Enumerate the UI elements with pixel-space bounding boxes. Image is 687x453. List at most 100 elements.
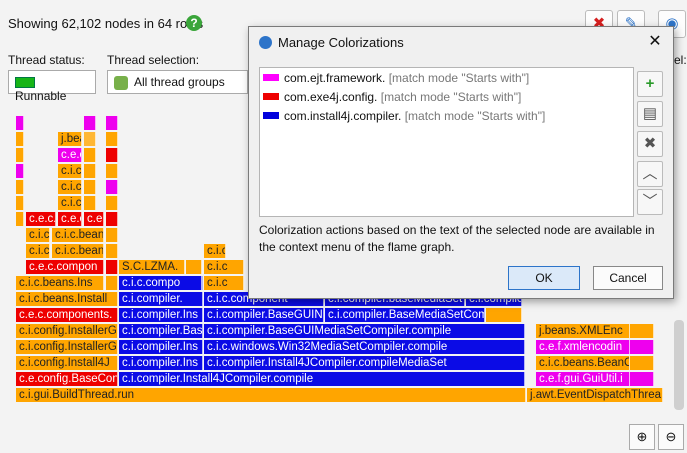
list-item[interactable]: com.ejt.framework. [match mode "Starts w… (263, 69, 529, 87)
flame-node[interactable]: c.i.c.beans.Ins (16, 276, 104, 290)
flame-node[interactable]: j.beans.XMLEnc (536, 324, 630, 338)
flame-node[interactable] (84, 196, 96, 210)
flame-node[interactable]: c.i.c. (58, 164, 82, 178)
flame-node[interactable] (16, 164, 24, 178)
remove-icon[interactable]: ✖ (637, 131, 663, 157)
flame-node[interactable]: c.i.config.InstallerG (16, 324, 118, 338)
flame-node[interactable]: c.e.c. (26, 212, 56, 226)
flame-node[interactable]: c.i.config.Install4J (16, 356, 118, 370)
colorization-list[interactable]: com.ejt.framework. [match mode "Starts w… (259, 67, 634, 217)
flame-node[interactable] (630, 340, 654, 354)
flame-node[interactable] (16, 212, 24, 226)
flame-node[interactable] (106, 260, 118, 274)
flame-node[interactable] (106, 228, 118, 242)
flame-node[interactable]: c.i.c.beans.BeanC (536, 356, 630, 370)
thread-selection-select[interactable]: All thread groups (107, 70, 248, 94)
flame-node[interactable]: c.i.c. (58, 196, 82, 210)
flame-node[interactable] (106, 116, 118, 130)
flame-node[interactable] (186, 260, 202, 274)
add-icon[interactable]: + (637, 71, 663, 97)
flame-node[interactable] (630, 324, 654, 338)
flame-node[interactable]: c.e.c (58, 212, 82, 226)
flame-node[interactable]: c.i.compiler.Bas (119, 324, 203, 338)
flame-node[interactable] (84, 148, 96, 162)
dialog-title: Manage Colorizations (278, 35, 404, 50)
flame-node[interactable]: c.i.compiler.Ins (119, 308, 203, 322)
flame-node[interactable] (106, 276, 118, 290)
flame-node[interactable]: c.e.c.compon (26, 260, 104, 274)
flame-node[interactable] (84, 180, 96, 194)
flame-node[interactable] (186, 276, 202, 290)
list-item[interactable]: com.exe4j.config. [match mode "Starts wi… (263, 88, 521, 106)
cancel-button[interactable]: Cancel (593, 266, 663, 290)
app-icon (259, 36, 272, 49)
flame-node[interactable]: c.e.c. (58, 148, 82, 162)
flame-node[interactable]: c.i.c.beans (52, 228, 104, 242)
flame-node[interactable]: c.i.compiler.Ins (119, 340, 203, 354)
flame-node[interactable]: c.e.c.components. (16, 308, 118, 322)
flame-node[interactable] (16, 180, 24, 194)
flame-node[interactable] (630, 372, 654, 386)
list-item[interactable]: com.install4j.compiler. [match mode "Sta… (263, 107, 545, 125)
flame-node[interactable]: c.i.compiler.Install4JCompiler.compile (119, 372, 525, 386)
flame-node[interactable] (106, 244, 118, 258)
flame-node[interactable]: S.C.LZMA. (119, 260, 185, 274)
flame-node[interactable] (106, 164, 118, 178)
zoom-out-icon[interactable]: ⊖ (658, 424, 684, 450)
color-swatch (263, 93, 279, 101)
flame-node[interactable]: c.e.f.xmlencodin (536, 340, 630, 354)
flame-node[interactable]: c.i.compiler.BaseMediaSetCompiler.compil… (325, 308, 485, 322)
flame-node[interactable] (16, 148, 24, 162)
flame-node[interactable]: c.i.compiler.Ins (119, 356, 203, 370)
flame-node[interactable] (106, 212, 118, 226)
flame-node[interactable]: c.e.c (84, 212, 104, 226)
thread-status-value: Runnable (15, 89, 67, 103)
ok-button[interactable]: OK (508, 266, 580, 290)
flame-node[interactable]: c.i.c (204, 244, 226, 258)
color-swatch (263, 112, 279, 120)
vertical-scrollbar[interactable] (674, 320, 684, 410)
flame-node[interactable]: c.i.c (26, 228, 50, 242)
flame-node[interactable] (16, 196, 24, 210)
thread-group-icon (114, 75, 128, 90)
flame-node[interactable]: c.i.c (204, 276, 244, 290)
edit-icon[interactable]: ▤ (637, 101, 663, 127)
flame-node[interactable]: c.i.c (204, 260, 244, 274)
flame-node[interactable] (630, 356, 654, 370)
flame-node[interactable]: c.i.compiler.BaseGUIN (204, 308, 324, 322)
flame-node[interactable]: c.i.gui.BuildThread.run (16, 388, 526, 402)
flame-node[interactable]: c.i.c. (58, 180, 82, 194)
flame-node[interactable]: c.i.c.beans.Install (16, 292, 118, 306)
flame-node[interactable] (84, 164, 96, 178)
flame-node[interactable] (486, 308, 522, 322)
flame-node[interactable] (84, 116, 96, 130)
flame-graph[interactable]: c.i.gui.BuildThread.run j.awt.EventDispa… (0, 98, 687, 418)
flame-node[interactable]: c.i.compiler.BaseGUIMediaSetCompiler.com… (204, 324, 525, 338)
flame-node[interactable]: c.i.c.compo (119, 276, 203, 290)
flame-node[interactable] (16, 132, 24, 146)
move-up-icon[interactable]: ︿ (637, 161, 663, 187)
flame-node[interactable]: c.i.config.InstallerG (16, 340, 118, 354)
flame-node[interactable]: j.bea (58, 132, 82, 146)
flame-node[interactable]: c.e.f.gui.GuiUtil.i (536, 372, 630, 386)
flame-node[interactable]: c.i.c.windows.Win32MediaSetCompiler.comp… (204, 340, 525, 354)
flame-node[interactable]: c.e.config.BaseCon (16, 372, 118, 386)
flame-node[interactable]: c.i.c.bean (52, 244, 104, 258)
flame-node[interactable]: c.i.c (26, 244, 50, 258)
flame-node[interactable]: c.i.compiler.Install4JCompiler.compileMe… (204, 356, 525, 370)
flame-node[interactable] (106, 148, 118, 162)
flame-node[interactable] (106, 132, 118, 146)
thread-status-select[interactable]: Runnable (8, 70, 96, 103)
flame-node[interactable] (106, 180, 118, 194)
zoom-in-icon[interactable]: ⊕ (629, 424, 655, 450)
flame-node[interactable]: j.awt.EventDispatchThrea (527, 388, 663, 402)
node-count-summary: Showing 62,102 nodes in 64 rows (8, 16, 204, 31)
help-icon[interactable]: ? (186, 15, 202, 31)
flame-node[interactable] (16, 116, 24, 130)
thread-selection-label: Thread selection: (107, 53, 200, 67)
flame-node[interactable] (106, 196, 118, 210)
close-icon[interactable]: ✕ (648, 33, 662, 50)
flame-node[interactable]: c.i.compiler. (119, 292, 203, 306)
flame-node[interactable] (84, 132, 96, 146)
move-down-icon[interactable]: ﹀ (637, 189, 663, 215)
